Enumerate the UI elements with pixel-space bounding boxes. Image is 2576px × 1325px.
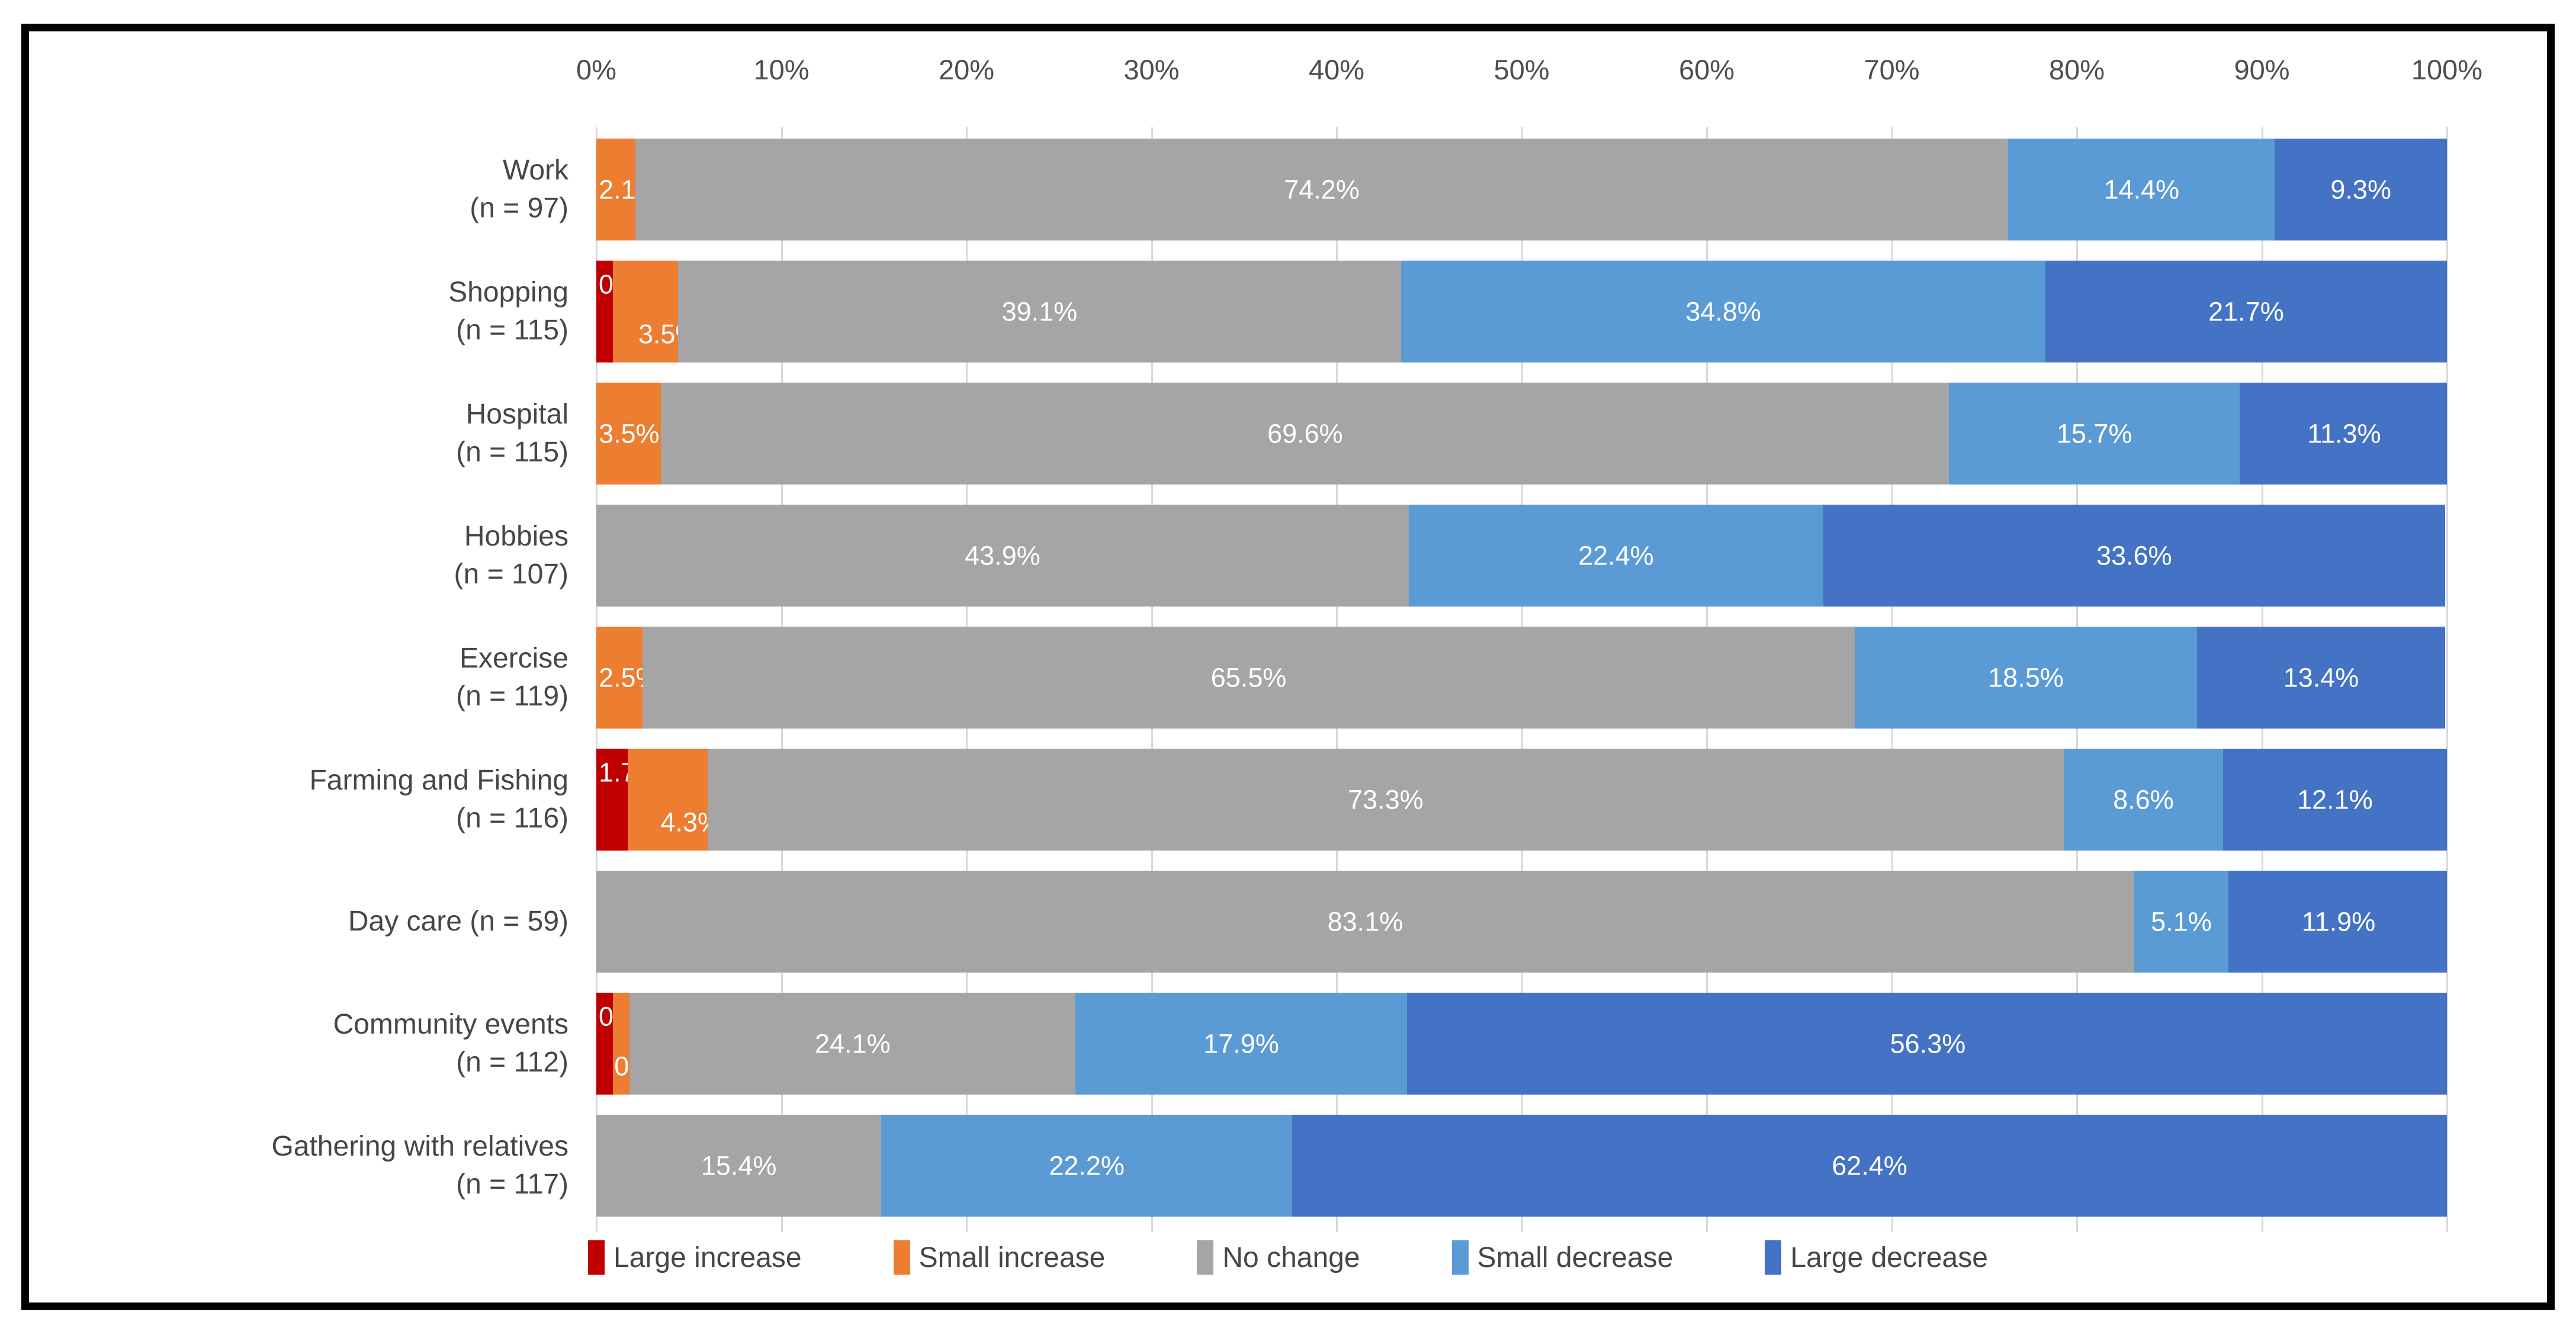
data-label: 34.8% — [1685, 296, 1761, 327]
bar-segment — [2222, 749, 2447, 851]
bar-segment — [2134, 871, 2229, 973]
data-label: 18.5% — [1988, 662, 2064, 693]
bar-segment — [628, 749, 708, 851]
bar-segment — [2045, 261, 2447, 362]
bar-segment — [661, 383, 1949, 485]
data-label: 74.2% — [1284, 174, 1360, 205]
data-label: 69.6% — [1267, 418, 1343, 449]
legend-label: Small increase — [918, 1241, 1106, 1273]
data-label: 15.7% — [2056, 418, 2132, 449]
bar-segment — [2008, 139, 2275, 240]
plot-area: 2.1%74.2%14.4%9.3%0.9%3.5%39.1%34.8%21.7… — [596, 127, 2448, 1232]
bar-segment — [1949, 383, 2240, 485]
bar-segment — [1292, 1115, 2447, 1217]
data-label: 15.4% — [701, 1150, 777, 1181]
legend-swatch-large-increase — [588, 1240, 605, 1275]
data-label: 73.3% — [1348, 784, 1424, 815]
data-label: 56.3% — [1890, 1028, 1966, 1059]
bar-segment — [643, 627, 1855, 729]
legend-item-large-increase: Large increase — [588, 1240, 802, 1275]
bar-segment — [613, 261, 678, 362]
data-label: 8.6% — [2113, 784, 2174, 815]
bar-segment — [881, 1115, 1292, 1217]
bar-segment — [613, 993, 630, 1095]
bar-segment — [1823, 505, 2445, 607]
legend-item-small-increase: Small increase — [893, 1240, 1106, 1275]
data-label: 83.1% — [1327, 906, 1403, 937]
legend-swatch-small-decrease — [1451, 1240, 1469, 1275]
data-label: 13.4% — [2283, 662, 2359, 693]
bar-segment — [707, 749, 2064, 851]
data-label: 22.4% — [1578, 540, 1654, 571]
legend-label: Large decrease — [1790, 1241, 1988, 1273]
legend-label: Large increase — [614, 1241, 802, 1273]
bar-segment — [1855, 627, 2198, 729]
bar-segment — [1401, 261, 2045, 362]
data-label: 11.3% — [2307, 418, 2381, 449]
data-label: 12.1% — [2297, 784, 2373, 815]
bar-row: 0.9%3.5%39.1%34.8%21.7% — [596, 261, 2447, 362]
legend-swatch-no-change — [1197, 1240, 1214, 1275]
bar-row: 2.1% 74.2% 14.4% 9.3% — [596, 139, 2447, 240]
data-label: 39.1% — [1001, 296, 1078, 327]
gridline — [2446, 127, 2448, 1232]
bar-segment — [2197, 627, 2445, 729]
bar-row: 15.4% 22.2% 62.4% — [596, 1115, 2447, 1217]
bar-row: 0.9%0.9%24.1%17.9%56.3% — [596, 993, 2447, 1095]
legend-swatch-large-decrease — [1765, 1240, 1782, 1275]
bar-segment — [635, 139, 2009, 240]
data-label: 21.7% — [2208, 296, 2284, 327]
data-label: 3.5% — [599, 418, 660, 449]
bar-row: 83.1% 5.1% 11.9% — [596, 871, 2447, 973]
bar-segment — [596, 1115, 882, 1217]
bar-segment — [596, 261, 614, 362]
data-label: 17.9% — [1203, 1028, 1279, 1059]
bar-segment — [2228, 871, 2447, 973]
bar-segment — [596, 871, 2134, 973]
bar-segment — [2064, 749, 2223, 851]
bar-row: 43.9% 22.4% 33.6% — [596, 505, 2447, 607]
data-label: 24.1% — [815, 1028, 891, 1059]
legend-item-no-change: No change — [1197, 1240, 1360, 1275]
data-label: 11.9% — [2302, 906, 2376, 937]
data-label: 14.4% — [2103, 174, 2180, 205]
bar-segment — [596, 627, 643, 729]
legend-label: Small decrease — [1477, 1241, 1674, 1273]
data-label: 65.5% — [1210, 662, 1287, 693]
legend: Large increase Small increase No change … — [0, 1240, 2576, 1275]
bar-segment — [2240, 383, 2447, 485]
bar-segment — [1408, 505, 1823, 607]
data-label: 22.2% — [1049, 1150, 1125, 1181]
legend-item-large-decrease: Large decrease — [1765, 1240, 1988, 1275]
data-label: 62.4% — [1832, 1150, 1907, 1181]
data-label: 5.1% — [2151, 906, 2212, 937]
data-label: 43.9% — [965, 540, 1040, 571]
legend-label: No change — [1222, 1241, 1360, 1273]
bar-segment — [2275, 139, 2447, 240]
bar-segment — [677, 261, 1402, 362]
legend-item-small-decrease: Small decrease — [1451, 1240, 1674, 1275]
bar-segment — [1406, 993, 2447, 1095]
bar-row: 3.5% 69.6% 15.7% 11.3% — [596, 383, 2447, 485]
bar-segment — [1075, 993, 1407, 1095]
data-label: 9.3% — [2330, 174, 2391, 205]
data-label: 33.6% — [2096, 540, 2172, 571]
bar-segment — [596, 139, 635, 240]
bar-segment — [596, 383, 661, 485]
bar-segment — [596, 993, 614, 1095]
legend-swatch-small-increase — [893, 1240, 910, 1275]
bar-row: 1.7%4.3%73.3%8.6%12.1% — [596, 749, 2447, 851]
bar-segment — [629, 993, 1076, 1095]
bar-segment — [596, 505, 1409, 607]
bar-row: 2.5% 65.5% 18.5% 13.4% — [596, 627, 2447, 729]
bar-segment — [596, 749, 628, 851]
